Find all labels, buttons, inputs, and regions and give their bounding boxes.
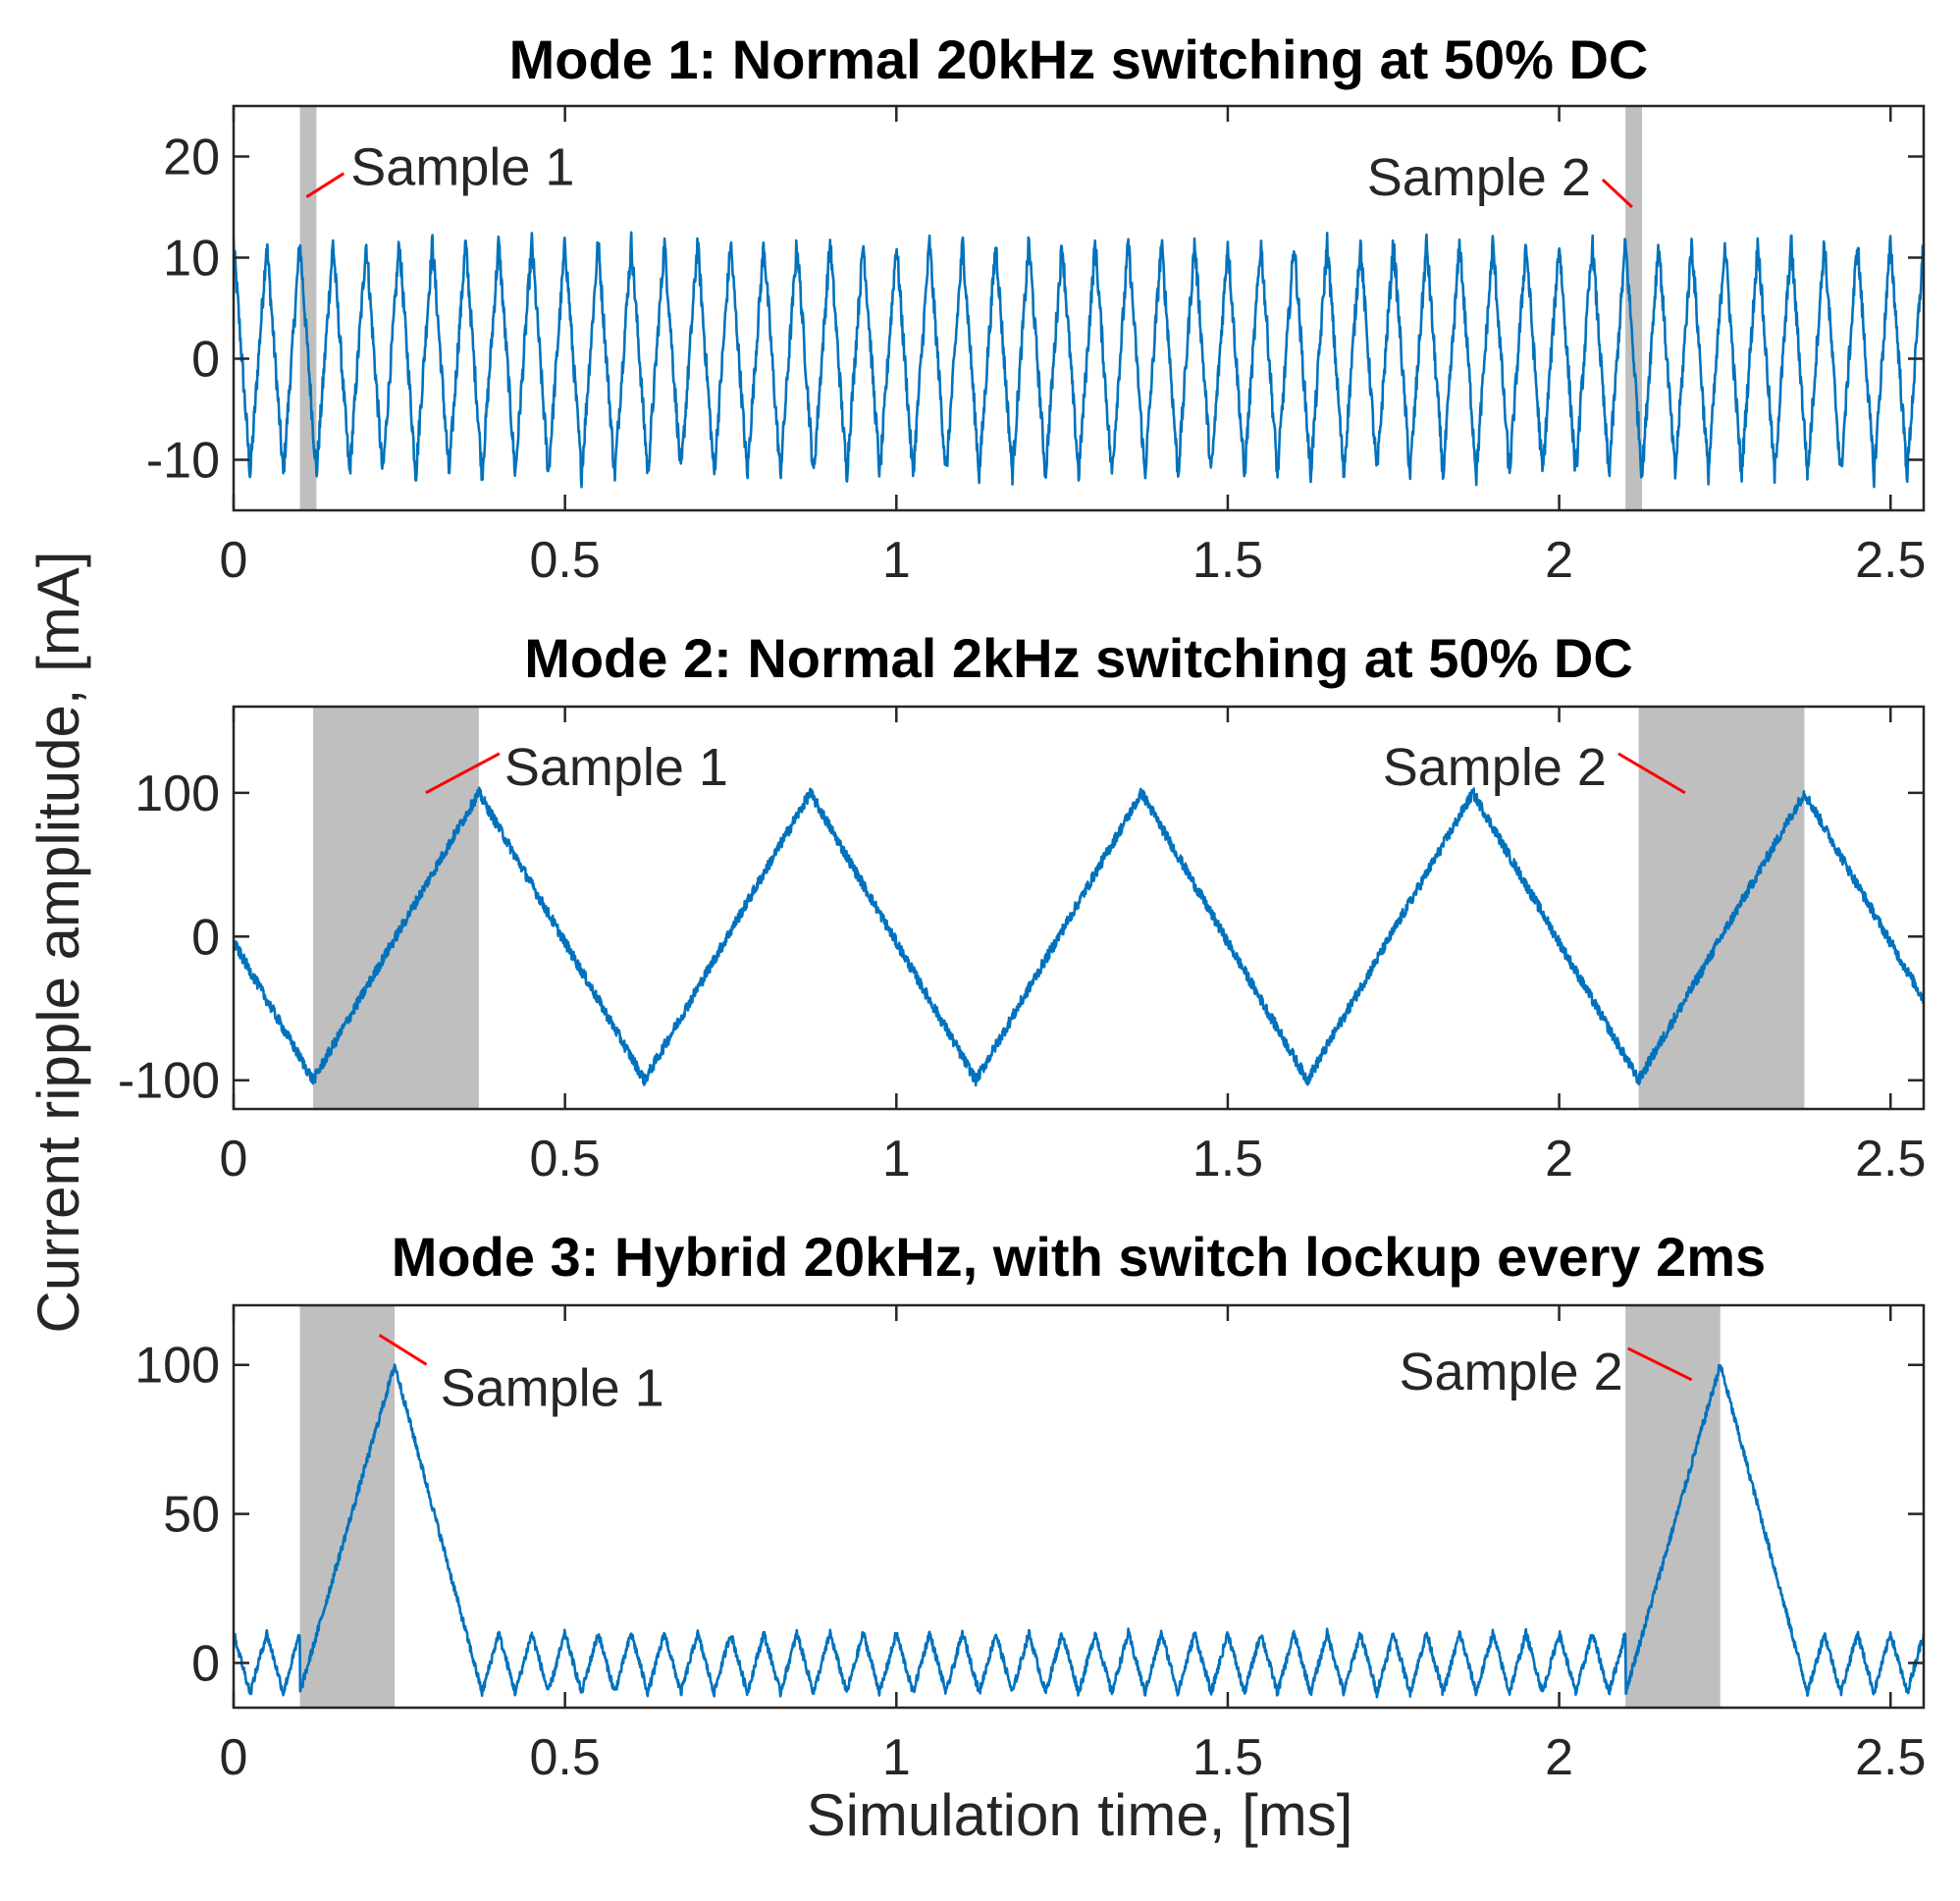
- chart-title: Mode 3: Hybrid 20kHz, with switch lockup…: [392, 1226, 1766, 1288]
- annotation-label: Sample 1: [504, 738, 728, 797]
- x-tick-label: 2.5: [1855, 1131, 1926, 1188]
- annotation-pointer: [1617, 752, 1686, 795]
- sample-region-1: [313, 707, 479, 1109]
- x-tick-label: 1.5: [1192, 532, 1263, 589]
- y-tick-label: 10: [163, 231, 220, 288]
- x-tick-label: 1.5: [1192, 1131, 1263, 1188]
- x-tick-label: 1.5: [1192, 1729, 1263, 1786]
- y-tick-label: 20: [163, 130, 220, 186]
- x-tick-label: 0: [220, 1131, 248, 1188]
- x-tick-label: 0.5: [529, 1729, 600, 1786]
- y-tick-label: 50: [163, 1487, 220, 1544]
- y-axis-label: Current ripple amplitude, [mA]: [26, 552, 91, 1334]
- x-tick-label: 2.5: [1855, 1729, 1926, 1786]
- panel-3: 0 0.5 1 1.5 2 2.5 0 50 100 Mode 3: Hybrid 20kHz, …: [134, 1226, 1926, 1786]
- annotation-label: Sample 2: [1383, 738, 1607, 797]
- x-tick-label: 2: [1545, 1729, 1573, 1786]
- axes-box: [232, 1303, 1926, 1710]
- annotation-pointer: [1601, 178, 1633, 209]
- x-tick-label: 0: [220, 1729, 248, 1786]
- x-tick-label: 2: [1545, 1131, 1573, 1188]
- axes-box: [232, 104, 1926, 512]
- annotation-label: Sample 1: [441, 1358, 664, 1417]
- x-tick-label: 1: [882, 1729, 911, 1786]
- annotation-label: Sample 1: [350, 138, 574, 197]
- annotation-label: Sample 2: [1400, 1343, 1623, 1401]
- x-tick-label: 1: [882, 1131, 911, 1188]
- x-tick-label: 0.5: [529, 1131, 600, 1188]
- chart-title: Mode 2: Normal 2kHz switching at 50% DC: [524, 627, 1633, 689]
- y-tick-label: 0: [191, 909, 220, 966]
- series-line-ripple: [234, 231, 1924, 489]
- x-tick-label: 2: [1545, 532, 1573, 589]
- annotation-pointer: [1626, 1347, 1693, 1382]
- x-tick-label: 0: [220, 532, 248, 589]
- x-tick-label: 2.5: [1855, 532, 1926, 589]
- y-tick-label: 0: [191, 1635, 220, 1692]
- y-tick-label: -10: [146, 433, 220, 490]
- sample-region-2: [1638, 707, 1805, 1109]
- y-tick-label: 0: [191, 332, 220, 389]
- x-tick-label: 0.5: [529, 532, 600, 589]
- x-axis-label: Simulation time, [ms]: [807, 1782, 1353, 1848]
- x-tick-label: 1: [882, 532, 911, 589]
- series-line-ripple: [234, 786, 1924, 1087]
- annotation-pointer: [425, 752, 501, 795]
- series-line-ripple: [234, 1363, 1924, 1699]
- chart-title: Mode 1: Normal 20kHz switching at 50% DC: [509, 28, 1649, 90]
- annotation-pointer: [378, 1334, 428, 1366]
- annotation-label: Sample 2: [1367, 148, 1591, 207]
- axes-box: [232, 705, 1926, 1111]
- y-tick-label: 100: [134, 766, 220, 822]
- y-tick-label: -100: [118, 1053, 220, 1110]
- y-tick-label: 100: [134, 1338, 220, 1395]
- annotation-pointer: [305, 172, 345, 198]
